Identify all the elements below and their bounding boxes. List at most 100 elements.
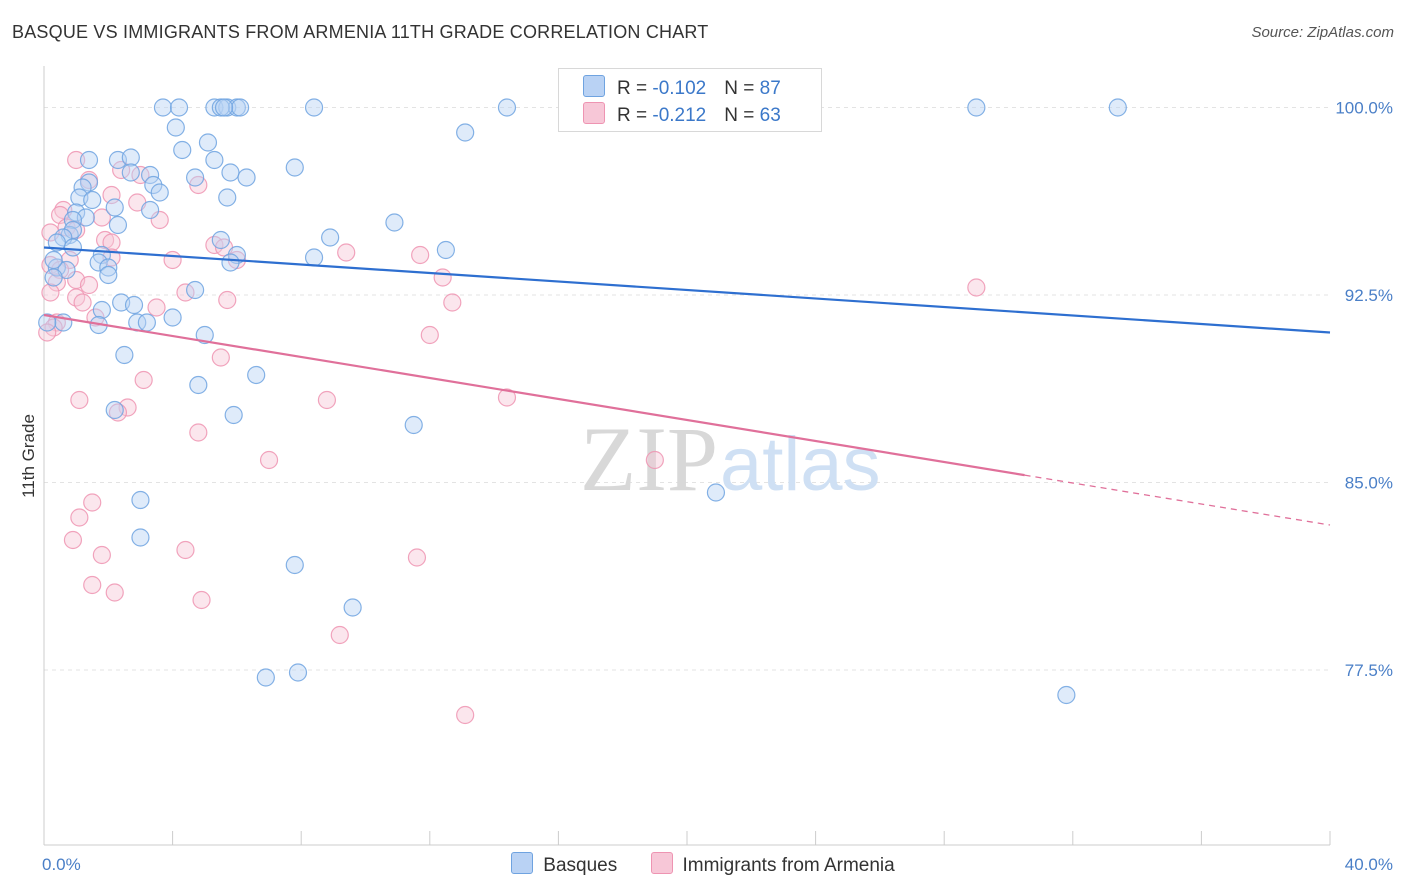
basques-point-39	[385, 213, 404, 232]
grid-lines	[44, 107, 1330, 671]
armenia-point-0	[67, 150, 86, 170]
basques-point-82	[288, 663, 308, 682]
basques-point-51	[89, 253, 108, 272]
basques-point-15	[173, 140, 192, 160]
trend-lines	[43, 246, 1331, 526]
basques-point-71	[247, 365, 266, 385]
basques-point-8	[1108, 98, 1127, 117]
legend-r-value: -0.102	[652, 78, 707, 99]
basques-point-77	[706, 483, 726, 502]
basques-point-46	[436, 240, 455, 260]
basques-point-34	[140, 200, 160, 220]
basques-point-10	[231, 98, 250, 117]
basques-point-80	[343, 598, 362, 617]
armenia-point-41	[38, 323, 57, 342]
correlation-legend: R = -0.102 N = 87 R = -0.212 N = 63	[558, 68, 822, 132]
armenia-point-50	[189, 423, 208, 442]
basques-point-70	[115, 345, 134, 365]
legend-r-label: R =	[617, 78, 653, 99]
legend-r-value: -0.212	[652, 105, 707, 126]
legend-label-armenia: Immigrants from Armenia	[682, 855, 895, 876]
basques-point-72	[189, 375, 208, 395]
armenia-point-33	[218, 290, 237, 310]
basques-point-2	[205, 98, 224, 117]
basques-point-18	[121, 148, 140, 167]
basques-point-12	[166, 118, 185, 137]
basques-point-52	[221, 253, 240, 272]
legend-n-value: 63	[759, 105, 781, 126]
x-tick-labels: 0.0% 40.0%	[42, 855, 1393, 874]
armenia-point-62	[330, 625, 349, 645]
basques-trend-line	[43, 246, 1331, 334]
basques-point-57	[99, 265, 118, 285]
armenia-point-9	[92, 208, 111, 227]
basques-swatch	[511, 852, 534, 874]
basques-point-75	[404, 415, 423, 435]
armenia-point-31	[41, 283, 60, 302]
basques-point-37	[63, 210, 83, 230]
basques-point-1	[169, 98, 189, 117]
armenia-point-28	[47, 273, 66, 292]
basques-point-68	[195, 325, 214, 345]
source-credit: Source: ZipAtlas.com	[1251, 24, 1394, 41]
armenia-point-53	[83, 493, 102, 512]
basques-point-27	[144, 175, 163, 195]
basques-point-69	[38, 313, 57, 332]
basques-point-61	[92, 300, 111, 320]
basques-point-58	[44, 268, 63, 287]
basques-point-24	[221, 163, 240, 182]
armenia-point-59	[83, 575, 102, 595]
armenia-point-21	[163, 250, 182, 270]
y-tick-label-1: 92.5%	[1345, 286, 1393, 305]
armenia-trend-extension	[1024, 474, 1331, 526]
basques-point-56	[44, 250, 63, 270]
armenia-point-54	[70, 508, 89, 527]
basques-point-81	[256, 668, 275, 687]
basques-point-83	[1057, 685, 1076, 705]
armenia-point-46	[317, 390, 337, 410]
basques-point-62	[124, 295, 144, 315]
basques-point-74	[105, 400, 124, 420]
legend-item-basques: Basques	[511, 852, 617, 877]
basques-point-47	[63, 238, 83, 257]
basques-point-22	[140, 165, 160, 185]
armenia-point-56	[176, 540, 195, 560]
legend-n-label: N =	[724, 105, 760, 126]
basques-point-11	[214, 98, 234, 117]
legend-n-label: N =	[724, 78, 760, 99]
armenia-point-63	[456, 705, 475, 725]
armenia-point-55	[63, 530, 83, 550]
legend-label-basques: Basques	[543, 855, 618, 876]
basques-point-19	[205, 150, 224, 170]
armenia-point-19	[411, 245, 430, 265]
legend-row-armenia: R = -0.212 N = 63	[583, 102, 781, 127]
y-tick-label-0: 100.0%	[1335, 99, 1393, 118]
basques-point-6	[497, 98, 517, 117]
armenia-point-51	[259, 450, 279, 470]
basques-point-63	[163, 308, 182, 327]
legend-swatch-blue	[583, 75, 605, 97]
armenia-point-58	[407, 548, 427, 567]
watermark-zip: ZIP	[580, 408, 718, 510]
armenia-point-10	[150, 210, 169, 230]
armenia-point-44	[134, 370, 153, 390]
x-tick-label-0: 0.0%	[42, 855, 81, 874]
basques-point-45	[321, 228, 340, 247]
basques-point-14	[456, 123, 475, 142]
armenia-point-30	[967, 278, 986, 297]
armenia-point-60	[105, 583, 124, 602]
armenia-point-45	[70, 390, 89, 410]
x-tick-label-1: 40.0%	[1345, 855, 1393, 874]
basques-point-38	[108, 215, 128, 235]
chart-title: BASQUE VS IMMIGRANTS FROM ARMENIA 11TH G…	[12, 22, 709, 42]
armenia-point-35	[443, 293, 462, 312]
y-tick-label-3: 77.5%	[1345, 661, 1393, 680]
basques-point-21	[121, 163, 140, 182]
legend-item-armenia: Immigrants from Armenia	[650, 852, 895, 877]
armenia-point-52	[645, 450, 664, 470]
basques-point-30	[218, 188, 237, 207]
basques-point-73	[224, 405, 243, 425]
y-tick-labels: 100.0% 92.5% 85.0% 77.5%	[1335, 99, 1393, 681]
legend-swatch-pink	[583, 102, 605, 124]
